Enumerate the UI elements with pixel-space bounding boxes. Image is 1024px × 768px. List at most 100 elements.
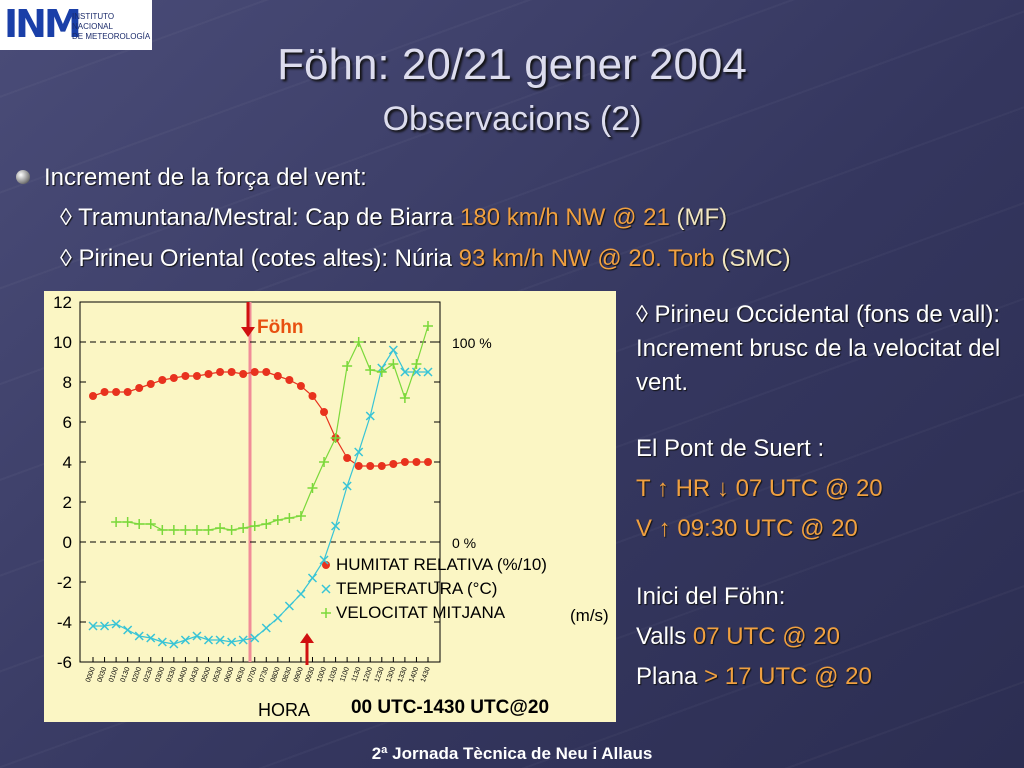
point bbox=[238, 635, 248, 645]
point bbox=[389, 460, 398, 468]
point bbox=[388, 345, 398, 355]
highlight: V ↑ 09:30 UTC @ 20 bbox=[636, 515, 858, 542]
point bbox=[284, 513, 295, 523]
point bbox=[203, 635, 214, 645]
point bbox=[262, 368, 271, 376]
point bbox=[365, 365, 376, 375]
point bbox=[135, 384, 144, 392]
logo: INM INSTITUTO NACIONAL DE METEOROLOGÍA bbox=[0, 0, 152, 50]
legend-label: HUMITAT RELATIVA (%/10) bbox=[336, 555, 547, 574]
point bbox=[100, 621, 110, 631]
x-tick-label: 0400 bbox=[177, 666, 189, 683]
point bbox=[354, 447, 364, 457]
point bbox=[227, 637, 237, 647]
point bbox=[111, 619, 121, 629]
y-tick-label: 6 bbox=[63, 413, 72, 432]
x-tick-label: 1330 bbox=[397, 666, 409, 683]
x-tick-label: 0900 bbox=[293, 666, 305, 683]
point bbox=[192, 372, 201, 380]
point bbox=[354, 462, 363, 470]
x-tick-label: 0130 bbox=[120, 666, 132, 683]
point bbox=[158, 376, 167, 384]
series-line bbox=[93, 348, 428, 645]
point bbox=[226, 525, 237, 535]
reference-label: 100 % bbox=[452, 335, 492, 351]
highlight: > 17 UTC @ 20 bbox=[704, 663, 872, 690]
chart-background bbox=[44, 291, 616, 722]
highlight: 180 km/h NW @ 21 bbox=[460, 204, 670, 231]
point bbox=[191, 525, 202, 535]
point bbox=[319, 555, 329, 565]
logo-mark: INM bbox=[4, 2, 82, 46]
point bbox=[145, 519, 156, 529]
text: El Pont de Suert : bbox=[636, 435, 825, 462]
point bbox=[134, 631, 144, 641]
y-tick-label: 0 bbox=[63, 533, 72, 552]
y-tick-label: -4 bbox=[57, 613, 72, 632]
point bbox=[239, 370, 248, 378]
point bbox=[342, 361, 353, 371]
point bbox=[273, 613, 283, 623]
label: Plana bbox=[636, 663, 705, 690]
y-tick-label: 10 bbox=[53, 333, 72, 352]
point bbox=[180, 525, 191, 535]
x-tick-label: 0830 bbox=[281, 666, 293, 683]
point bbox=[285, 376, 294, 384]
point bbox=[273, 372, 282, 380]
point bbox=[204, 370, 213, 378]
point bbox=[411, 359, 422, 369]
point bbox=[296, 589, 306, 599]
highlight: T ↑ HR ↓ 07 UTC @ 20 bbox=[636, 475, 883, 502]
point bbox=[112, 388, 121, 396]
point bbox=[181, 372, 190, 380]
point bbox=[122, 517, 133, 527]
x-tick-label: 0230 bbox=[143, 666, 155, 683]
x-tick-label: 0700 bbox=[247, 666, 259, 683]
point bbox=[308, 392, 317, 400]
point bbox=[423, 321, 433, 331]
point bbox=[321, 584, 331, 594]
point bbox=[169, 639, 179, 649]
x-tick-label: 1230 bbox=[374, 666, 386, 683]
arrow-head bbox=[241, 327, 255, 337]
point bbox=[227, 368, 236, 376]
chart: Föhn HORA 00 UTC-1430 UTC@20 (m/s) -6 -4 -… bbox=[44, 291, 616, 722]
x-tick-label: 0600 bbox=[224, 666, 236, 683]
footer: 2ª Jornada Tècnica de Neu i Allaus bbox=[371, 744, 653, 763]
point bbox=[353, 337, 364, 347]
point bbox=[321, 608, 331, 618]
point bbox=[157, 525, 168, 535]
point bbox=[388, 359, 399, 369]
point bbox=[192, 631, 202, 641]
point bbox=[331, 521, 341, 531]
point bbox=[342, 481, 352, 491]
point bbox=[400, 458, 409, 466]
x-tick-label: 0630 bbox=[235, 666, 247, 683]
highlight: 07 UTC @ 20 bbox=[692, 623, 840, 650]
source: (SMC) bbox=[714, 245, 791, 272]
caption: 00 UTC-1430 UTC@20 bbox=[351, 697, 549, 718]
point bbox=[111, 517, 122, 527]
text: Valls 07 UTC @ 20 bbox=[636, 620, 1016, 654]
plot-frame bbox=[79, 301, 441, 663]
x-tick-label: 1130 bbox=[351, 666, 363, 683]
y-tick-label: 12 bbox=[53, 293, 72, 312]
point bbox=[307, 573, 318, 583]
point bbox=[250, 633, 260, 643]
point bbox=[88, 621, 98, 631]
point bbox=[123, 388, 132, 396]
point bbox=[377, 462, 386, 470]
x-axis-label: HORA bbox=[258, 700, 310, 720]
y-tick-label: 8 bbox=[63, 373, 72, 392]
point bbox=[123, 625, 133, 635]
text: ◊ Pirineu Oriental (cotes altes): Núria bbox=[60, 245, 459, 272]
point bbox=[216, 368, 225, 376]
x-tick-label: 0200 bbox=[131, 666, 143, 683]
legend-label: TEMPERATURA (°C) bbox=[336, 579, 497, 598]
point bbox=[134, 519, 145, 529]
point bbox=[180, 635, 190, 645]
point bbox=[249, 521, 260, 531]
point bbox=[146, 633, 156, 643]
label: Valls bbox=[636, 623, 693, 650]
